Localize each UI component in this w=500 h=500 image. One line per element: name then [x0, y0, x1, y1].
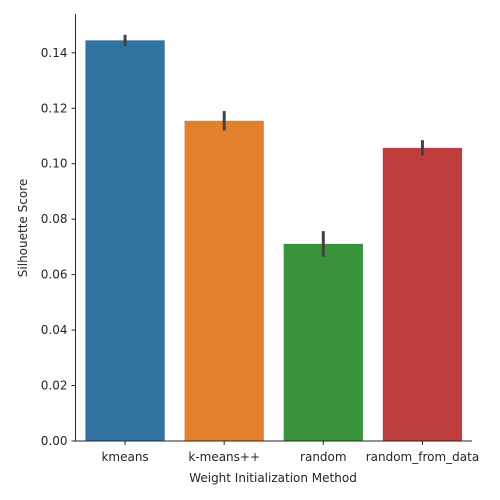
y-tick-label-7: 0.14	[41, 46, 68, 60]
y-axis-ticks: 0.00 0.02 0.04 0.06 0.08 0.10 0.12 0.14	[41, 46, 76, 448]
y-tick-label-3: 0.06	[41, 268, 68, 282]
error-bars-group	[123, 34, 424, 257]
y-axis-title: Silhouette Score	[16, 179, 30, 277]
bar-1	[184, 120, 264, 441]
y-tick-label-6: 0.12	[41, 101, 68, 115]
x-axis-title: Weight Initialization Method	[189, 471, 357, 485]
bars-group	[85, 40, 463, 441]
bar-3	[382, 147, 463, 441]
y-tick-label-4: 0.08	[41, 212, 68, 226]
x-tick-label-1: k-means++	[188, 450, 260, 464]
x-tick-label-3: random_from_data	[366, 450, 480, 464]
bar-2	[283, 243, 363, 441]
x-tick-label-2: random	[300, 450, 347, 464]
x-tick-label-0: kmeans	[101, 450, 148, 464]
y-tick-label-0: 0.00	[41, 434, 68, 448]
bar-0	[85, 40, 165, 441]
y-tick-label-2: 0.04	[41, 323, 68, 337]
y-tick-label-5: 0.10	[41, 157, 68, 171]
y-tick-label-1: 0.02	[41, 379, 68, 393]
x-axis-ticks: kmeans k-means++ random random_from_data	[101, 441, 479, 464]
